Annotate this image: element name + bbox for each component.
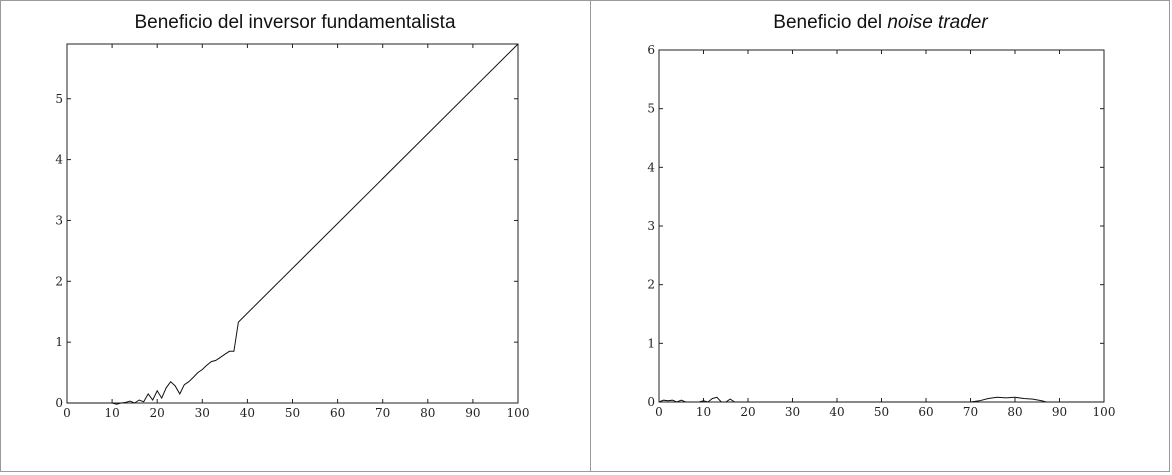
x-tick-label-fund: 0 — [63, 406, 71, 420]
x-tick-label-noise: 90 — [1052, 405, 1067, 419]
y-tick-label-noise: 0 — [647, 395, 655, 409]
x-tick-label-fund: 30 — [195, 406, 210, 420]
y-tick-label-noise: 3 — [647, 219, 655, 233]
x-tick-label-noise: 30 — [785, 405, 800, 419]
x-tick-label-fund: 60 — [330, 406, 345, 420]
x-tick-label-fund: 70 — [375, 406, 390, 420]
chart-panel-noise-trader: Beneficio del noise trader — [591, 0, 1170, 472]
x-tick-label-noise: 80 — [1007, 405, 1022, 419]
x-tick-label-fund: 90 — [465, 406, 480, 420]
y-tick-label-fund: 0 — [55, 396, 63, 410]
panel-divider — [590, 0, 591, 472]
x-tick-label-fund: 50 — [285, 406, 300, 420]
chart-title-noise-trader: Beneficio del noise trader — [591, 12, 1170, 34]
x-tick-label-noise: 20 — [740, 405, 755, 419]
y-tick-label-noise: 6 — [647, 43, 655, 57]
x-tick-label-fund: 20 — [150, 406, 165, 420]
y-tick-label-fund: 2 — [55, 274, 63, 288]
y-tick-label-fund: 4 — [55, 153, 63, 167]
x-tick-label-noise: 70 — [963, 405, 978, 419]
series-line-fund — [67, 43, 519, 405]
x-tick-label-noise: 50 — [874, 405, 889, 419]
x-tick-label-fund: 40 — [240, 406, 255, 420]
chart-panel-fundamentalist: Beneficio del inversor fundamentalista — [134, 12, 456, 33]
y-tick-label-noise: 5 — [647, 102, 655, 116]
y-tick-label-noise: 2 — [647, 278, 655, 292]
y-tick-label-fund: 1 — [55, 335, 63, 349]
chart-title-fundamentalist: Beneficio del inversor fundamentalista — [134, 12, 456, 33]
x-tick-label-noise: 0 — [655, 405, 663, 419]
x-tick-label-noise: 10 — [696, 405, 711, 419]
x-tick-label-fund: 100 — [507, 406, 530, 420]
x-tick-label-noise: 100 — [1093, 405, 1116, 419]
y-tick-label-noise: 4 — [647, 160, 655, 174]
y-tick-label-noise: 1 — [647, 336, 655, 350]
chart-title-noise-prefix: Beneficio del — [773, 12, 888, 33]
x-tick-label-fund: 10 — [104, 406, 119, 420]
series-line-noise — [658, 396, 1104, 403]
chart-title-noise-italic: noise trader — [887, 12, 988, 33]
y-tick-label-fund: 5 — [55, 92, 63, 106]
y-tick-label-fund: 3 — [55, 213, 63, 227]
x-tick-label-noise: 60 — [918, 405, 933, 419]
plot-area-fund — [66, 43, 519, 404]
x-tick-label-fund: 80 — [420, 406, 435, 420]
x-tick-label-noise: 40 — [829, 405, 844, 419]
plot-area-noise — [658, 49, 1105, 403]
